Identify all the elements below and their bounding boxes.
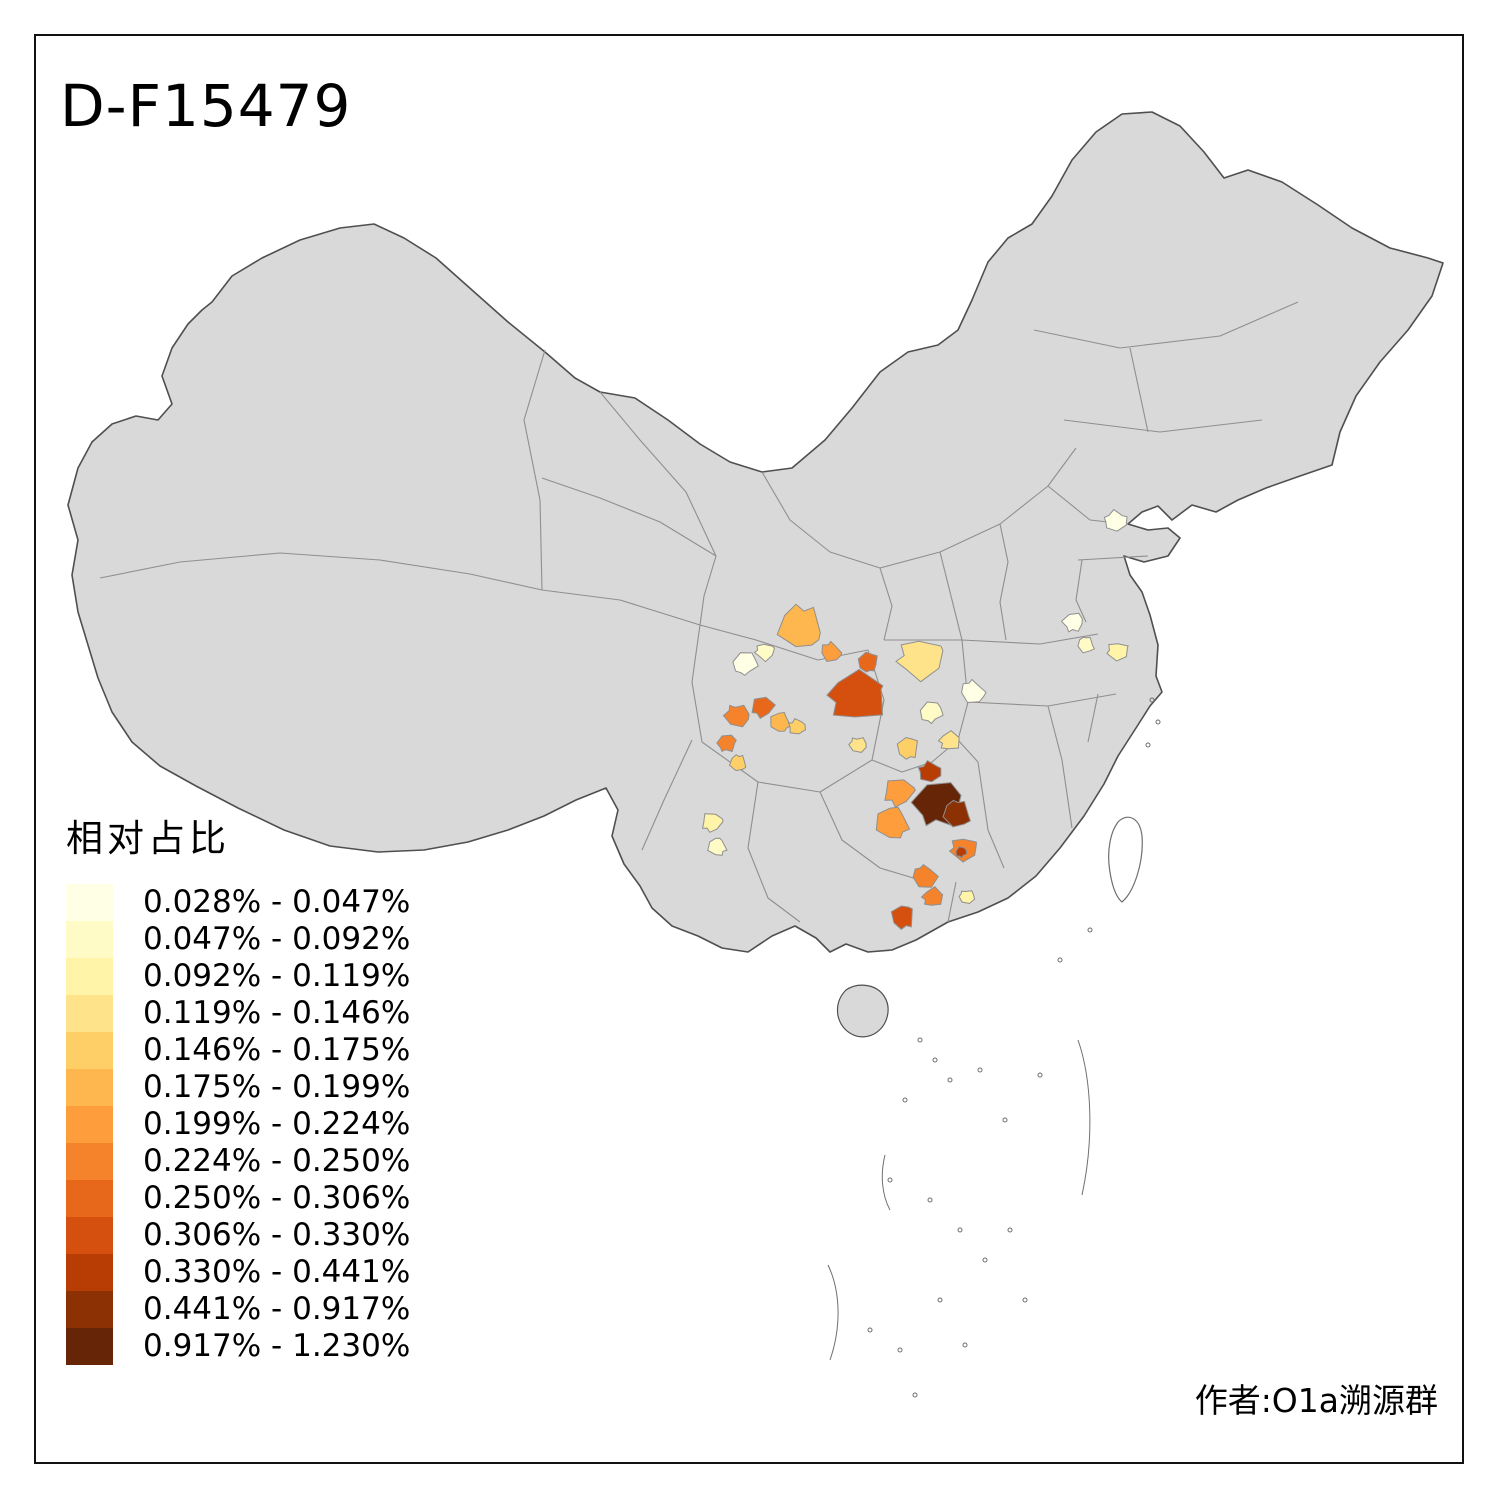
colored-region	[732, 652, 759, 676]
china-mainland-shape	[67, 111, 1444, 953]
legend-item: 0.224% - 0.250%	[66, 1143, 410, 1180]
legend-swatch	[66, 995, 113, 1032]
legend-swatch	[66, 1143, 113, 1180]
colored-region	[875, 806, 911, 839]
legend-label: 0.306% - 0.330%	[143, 1217, 411, 1253]
legend-swatch	[66, 1180, 113, 1217]
colored-region	[776, 603, 821, 648]
map-title: D-F15479	[60, 72, 352, 140]
legend-item: 0.250% - 0.306%	[66, 1180, 410, 1217]
colored-region	[958, 890, 976, 905]
colored-region	[884, 779, 916, 808]
colored-region	[848, 737, 867, 753]
colored-region	[753, 643, 775, 663]
colored-region	[722, 704, 750, 728]
legend: 相对占比 0.028% - 0.047% 0.047% - 0.092% 0.092…	[66, 808, 410, 1365]
colored-region	[716, 734, 737, 753]
province-boundaries	[99, 301, 1299, 923]
legend-item: 0.047% - 0.092%	[66, 921, 410, 958]
legend-item: 0.092% - 0.119%	[66, 958, 410, 995]
legend-label: 0.047% - 0.092%	[143, 921, 411, 957]
colored-region	[1103, 508, 1128, 532]
legend-label: 0.119% - 0.146%	[143, 995, 411, 1031]
colored-region	[942, 799, 972, 828]
legend-item: 0.199% - 0.224%	[66, 1106, 410, 1143]
legend-swatch	[66, 1106, 113, 1143]
legend-swatch	[66, 1032, 113, 1069]
colored-region	[919, 701, 944, 725]
legend-swatch	[66, 1328, 113, 1365]
colored-region	[751, 696, 776, 719]
colored-region	[896, 736, 918, 760]
legend-swatch	[66, 884, 113, 921]
colored-region	[890, 905, 913, 930]
colored-region	[917, 760, 942, 783]
legend-label: 0.175% - 0.199%	[143, 1069, 411, 1105]
colored-region	[1106, 643, 1129, 662]
legend-swatch	[66, 921, 113, 958]
colored-region	[961, 678, 987, 704]
colored-region	[821, 640, 843, 662]
colored-region	[955, 846, 968, 859]
colored-region	[1077, 636, 1096, 654]
colored-region	[787, 717, 807, 735]
colored-region	[707, 837, 728, 856]
colored-region	[826, 668, 884, 718]
legend-label: 0.199% - 0.224%	[143, 1106, 411, 1142]
legend-label: 0.441% - 0.917%	[143, 1291, 411, 1327]
attribution-text: 作者:O1a溯源群	[1194, 1381, 1438, 1420]
legend-title: 相对占比	[66, 817, 230, 860]
legend-swatch	[66, 1069, 113, 1106]
legend-swatch	[66, 1254, 113, 1291]
legend-items: 0.028% - 0.047% 0.047% - 0.092% 0.092% - 0…	[66, 884, 410, 1365]
colored-region	[920, 886, 944, 906]
colored-region	[701, 813, 724, 833]
legend-item: 0.175% - 0.199%	[66, 1069, 410, 1106]
legend-swatch	[66, 958, 113, 995]
colored-region	[912, 864, 939, 888]
legend-label: 0.146% - 0.175%	[143, 1032, 411, 1068]
legend-item: 0.306% - 0.330%	[66, 1217, 410, 1254]
colored-region	[1060, 612, 1083, 633]
legend-item: 0.119% - 0.146%	[66, 995, 410, 1032]
legend-label: 0.250% - 0.306%	[143, 1180, 411, 1216]
legend-item: 0.441% - 0.917%	[66, 1291, 410, 1328]
colored-region	[937, 730, 960, 750]
legend-label: 0.917% - 1.230%	[143, 1328, 411, 1364]
legend-label: 0.330% - 0.441%	[143, 1254, 411, 1290]
south-china-sea-islets	[827, 697, 1161, 1398]
legend-swatch	[66, 1291, 113, 1328]
legend-label: 0.028% - 0.047%	[143, 884, 411, 920]
legend-item: 0.028% - 0.047%	[66, 884, 410, 921]
colored-region	[770, 711, 792, 732]
legend-label: 0.224% - 0.250%	[143, 1143, 411, 1179]
legend-label: 0.092% - 0.119%	[143, 958, 411, 994]
hainan-island	[836, 984, 889, 1038]
colored-region	[895, 640, 944, 683]
legend-item: 0.330% - 0.441%	[66, 1254, 410, 1291]
legend-item: 0.146% - 0.175%	[66, 1032, 410, 1069]
colored-regions-layer	[701, 508, 1129, 930]
colored-region	[728, 754, 747, 772]
legend-item: 0.917% - 1.230%	[66, 1328, 410, 1365]
legend-swatch	[66, 1217, 113, 1254]
taiwan-island	[1108, 816, 1143, 903]
colored-region	[857, 651, 878, 673]
